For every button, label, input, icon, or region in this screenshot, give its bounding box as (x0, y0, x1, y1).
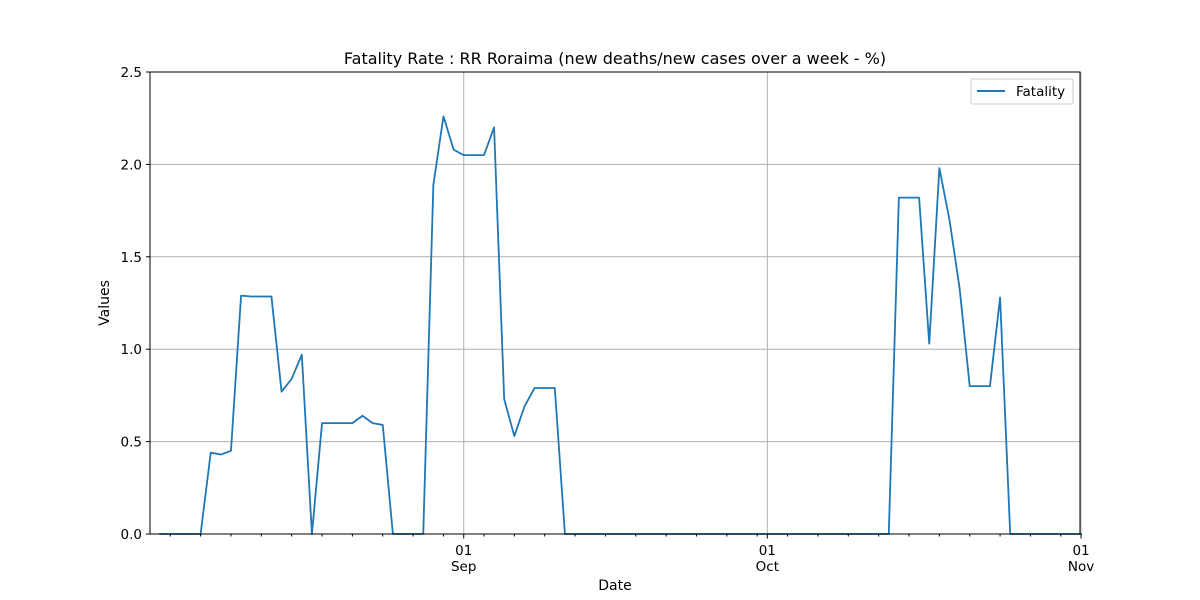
legend: Fatality (970, 78, 1074, 105)
x-tick-sublabel: Nov (1068, 559, 1094, 575)
x-tick-label: 01 (455, 543, 472, 559)
legend-label-fatality: Fatality (1016, 84, 1065, 100)
y-tick-label: 0.0 (121, 527, 142, 543)
y-tick-label: 2.5 (121, 65, 142, 81)
x-axis-label: Date (598, 578, 631, 594)
y-tick-label: 2.0 (121, 157, 142, 173)
y-tick-label: 1.5 (121, 250, 142, 266)
y-tick-label: 0.5 (121, 435, 142, 451)
x-tick-sublabel: Sep (451, 559, 476, 575)
x-tick-label: 01 (759, 543, 776, 559)
y-axis-label: Values (97, 280, 113, 326)
x-tick-label: 01 (1072, 543, 1089, 559)
y-tick-label: 1.0 (121, 342, 142, 358)
plot-frame (149, 71, 1081, 535)
chart-title: Fatality Rate : RR Roraima (new deaths/n… (344, 49, 886, 68)
legend-box (970, 78, 1074, 105)
x-tick-sublabel: Oct (756, 559, 779, 575)
